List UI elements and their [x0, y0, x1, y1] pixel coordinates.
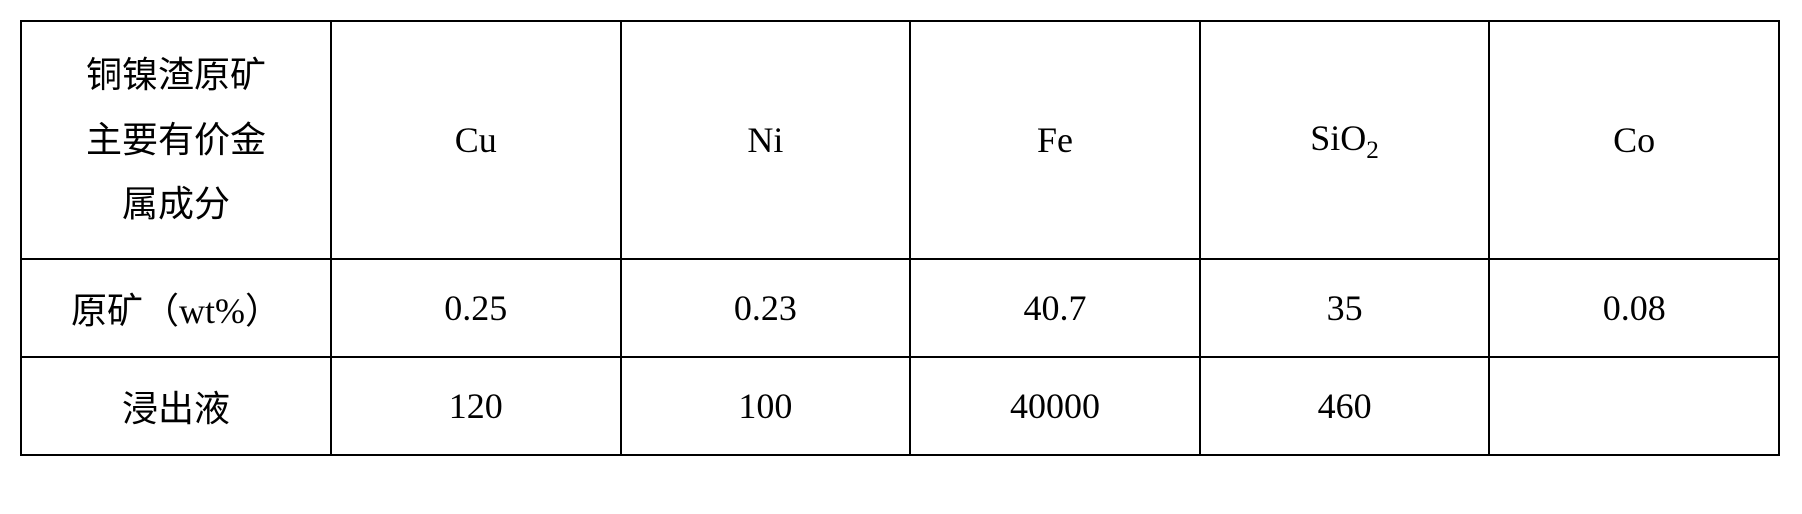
table-row: 原矿（wt%） 0.25 0.23 40.7 35 0.08	[21, 259, 1779, 357]
header-label-line3: 属成分	[122, 184, 230, 224]
row0-cu: 0.25	[331, 259, 621, 357]
row0-ni: 0.23	[621, 259, 911, 357]
row1-sio2: 460	[1200, 357, 1490, 455]
header-label-line1: 铜镍渣原矿	[86, 55, 266, 95]
sio2-base: SiO	[1310, 118, 1366, 158]
header-fe: Fe	[910, 21, 1200, 259]
header-label-line2: 主要有价金	[86, 120, 266, 160]
header-label-cell: 铜镍渣原矿 主要有价金 属成分	[21, 21, 331, 259]
header-sio2: SiO2	[1200, 21, 1490, 259]
header-co: Co	[1489, 21, 1779, 259]
table-row: 浸出液 120 100 40000 460	[21, 357, 1779, 455]
header-cu: Cu	[331, 21, 621, 259]
row0-sio2: 35	[1200, 259, 1490, 357]
row1-co	[1489, 357, 1779, 455]
composition-table: 铜镍渣原矿 主要有价金 属成分 Cu Ni Fe SiO2 Co 原矿（wt%）…	[20, 20, 1780, 456]
header-ni: Ni	[621, 21, 911, 259]
row1-fe: 40000	[910, 357, 1200, 455]
row1-ni: 100	[621, 357, 911, 455]
row1-cu: 120	[331, 357, 621, 455]
row1-label: 浸出液	[21, 357, 331, 455]
row0-co: 0.08	[1489, 259, 1779, 357]
row0-fe: 40.7	[910, 259, 1200, 357]
sio2-sub: 2	[1366, 137, 1379, 164]
row0-label: 原矿（wt%）	[21, 259, 331, 357]
table-header-row: 铜镍渣原矿 主要有价金 属成分 Cu Ni Fe SiO2 Co	[21, 21, 1779, 259]
